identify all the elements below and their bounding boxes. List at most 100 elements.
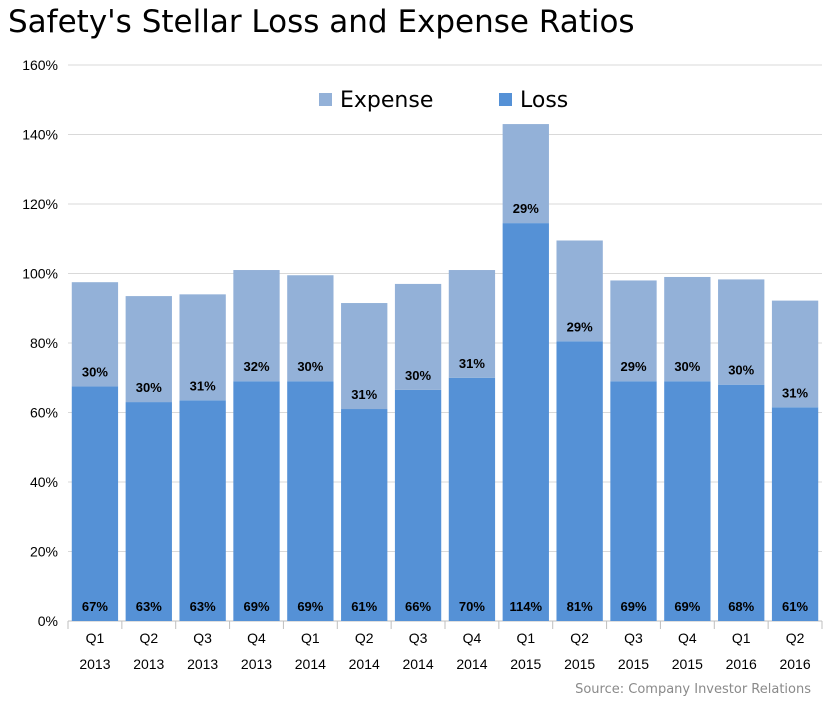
expense-data-label: 30% xyxy=(728,363,754,378)
expense-data-label: 31% xyxy=(190,378,216,393)
loss-bar xyxy=(771,407,819,621)
expense-bar xyxy=(394,283,442,390)
x-tick-label-quarter: Q1 xyxy=(86,630,105,646)
x-tick-label-year: 2013 xyxy=(187,656,218,672)
expense-data-label: 30% xyxy=(674,359,700,374)
expense-data-label: 29% xyxy=(567,319,593,334)
expense-bar xyxy=(179,294,226,401)
source-note: Source: Company Investor Relations xyxy=(575,682,811,697)
x-tick-label-year: 2014 xyxy=(295,656,326,672)
loss-data-label: 61% xyxy=(351,599,377,614)
expense-data-label: 31% xyxy=(351,387,377,402)
expense-bar xyxy=(556,240,603,342)
loss-data-label: 63% xyxy=(190,599,216,614)
loss-data-label: 81% xyxy=(567,599,593,614)
y-tick-label: 140% xyxy=(22,127,58,143)
expense-bar xyxy=(448,270,496,378)
loss-bar xyxy=(502,223,549,622)
x-tick-label-year: 2016 xyxy=(726,656,757,672)
x-tick-label-quarter: Q4 xyxy=(247,630,266,646)
loss-bar xyxy=(179,400,226,621)
x-tick-label-quarter: Q2 xyxy=(139,630,158,646)
loss-bar xyxy=(394,389,442,621)
loss-data-label: 67% xyxy=(82,599,108,614)
y-tick-label: 100% xyxy=(22,266,58,282)
x-tick-label-quarter: Q3 xyxy=(193,630,212,646)
expense-data-label: 31% xyxy=(782,385,808,400)
x-tick-label-quarter: Q4 xyxy=(463,630,482,646)
x-tick-label-quarter: Q2 xyxy=(355,630,374,646)
loss-data-label: 69% xyxy=(674,599,700,614)
loss-data-label: 114% xyxy=(510,599,543,614)
x-tick-label-year: 2013 xyxy=(133,656,164,672)
x-tick-label-year: 2015 xyxy=(564,656,595,672)
x-tick-label-year: 2015 xyxy=(510,656,541,672)
y-tick-label: 60% xyxy=(30,405,58,421)
legend-label-loss: Loss xyxy=(520,88,568,113)
expense-data-label: 31% xyxy=(459,356,485,371)
loss-data-label: 66% xyxy=(405,599,431,614)
y-tick-label: 160% xyxy=(22,57,58,73)
loss-bar xyxy=(448,377,496,621)
expense-bar xyxy=(718,279,765,385)
x-tick-label-quarter: Q3 xyxy=(409,630,428,646)
loss-bar xyxy=(718,384,765,621)
x-tick-label-year: 2016 xyxy=(779,656,810,672)
expense-data-label: 29% xyxy=(620,359,646,374)
expense-data-label: 32% xyxy=(243,359,269,374)
loss-bar xyxy=(664,381,711,621)
x-tick-label-quarter: Q1 xyxy=(301,630,320,646)
loss-bar xyxy=(610,381,657,621)
expense-bar xyxy=(287,275,334,382)
x-tick-label-year: 2015 xyxy=(672,656,703,672)
loss-data-label: 70% xyxy=(459,599,485,614)
expense-bar xyxy=(610,280,657,382)
y-tick-label: 120% xyxy=(22,196,58,212)
expense-bar xyxy=(502,124,549,224)
loss-data-label: 69% xyxy=(243,599,269,614)
x-tick-label-year: 2014 xyxy=(456,656,487,672)
loss-data-label: 68% xyxy=(728,599,754,614)
expense-data-label: 29% xyxy=(513,201,539,216)
expense-data-label: 30% xyxy=(82,364,108,379)
x-tick-label-quarter: Q3 xyxy=(624,630,643,646)
x-tick-label-year: 2014 xyxy=(349,656,380,672)
loss-bar xyxy=(125,402,172,621)
x-tick-label-year: 2015 xyxy=(618,656,649,672)
loss-bar xyxy=(233,381,280,621)
loss-bar xyxy=(556,341,603,621)
expense-bar xyxy=(771,300,819,408)
y-tick-label: 0% xyxy=(38,613,58,629)
x-tick-label-year: 2013 xyxy=(241,656,272,672)
y-tick-label: 20% xyxy=(30,544,58,560)
expense-data-label: 30% xyxy=(297,359,323,374)
x-tick-label-quarter: Q2 xyxy=(786,630,805,646)
expense-bar xyxy=(341,303,388,410)
loss-bar xyxy=(71,386,119,621)
loss-data-label: 69% xyxy=(297,599,323,614)
legend-label-expense: Expense xyxy=(340,88,433,113)
x-tick-label-quarter: Q2 xyxy=(570,630,589,646)
chart-title: Safety's Stellar Loss and Expense Ratios xyxy=(8,4,635,40)
y-tick-label: 80% xyxy=(30,335,58,351)
legend-swatch-expense xyxy=(319,93,332,106)
loss-data-label: 63% xyxy=(136,599,162,614)
loss-bar xyxy=(341,409,388,621)
x-tick-label-quarter: Q1 xyxy=(732,630,751,646)
expense-data-label: 30% xyxy=(136,380,162,395)
x-tick-label-year: 2013 xyxy=(79,656,110,672)
expense-bar xyxy=(233,270,280,382)
y-tick-label: 40% xyxy=(30,474,58,490)
loss-data-label: 61% xyxy=(782,599,808,614)
expense-bar xyxy=(664,276,711,382)
loss-data-label: 69% xyxy=(620,599,646,614)
expense-data-label: 30% xyxy=(405,368,431,383)
expense-bar xyxy=(125,296,172,403)
loss-bar xyxy=(287,381,334,621)
x-tick-label-quarter: Q1 xyxy=(516,630,535,646)
x-tick-label-year: 2014 xyxy=(402,656,433,672)
legend-swatch-loss xyxy=(499,93,512,106)
x-tick-label-quarter: Q4 xyxy=(678,630,697,646)
expense-bar xyxy=(71,282,119,387)
